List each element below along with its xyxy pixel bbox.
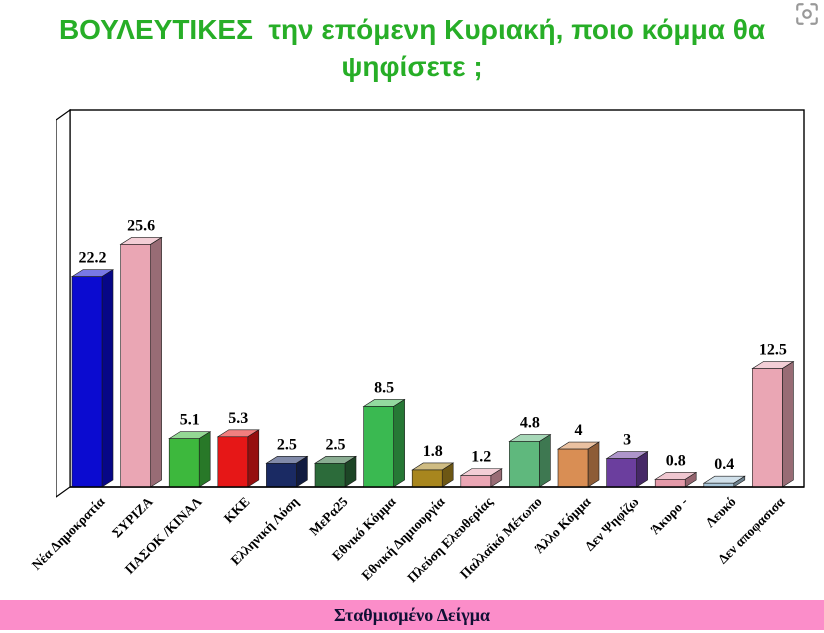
category-label-7: Εθνική Δημιουργία <box>358 494 448 584</box>
bar-front-face <box>120 244 151 488</box>
category-label-4: Ελληνική Λύση <box>227 494 302 568</box>
category-label-3: ΚΚΕ <box>221 494 253 526</box>
bar-front-face <box>217 436 249 488</box>
bar-value-label: 22.2 <box>79 250 107 267</box>
bar-side-face <box>782 361 794 488</box>
category-label-1: ΣΥΡΙΖΑ <box>109 494 156 541</box>
bar-group-8: 1.2 <box>459 449 503 488</box>
bar-front-face <box>509 441 540 488</box>
bar-side-face <box>587 441 600 488</box>
bar-front-face <box>71 276 103 488</box>
bar-value-label: 5.1 <box>180 412 200 429</box>
bar-value-label: 1.8 <box>423 443 443 460</box>
plot-left-wall <box>56 108 71 498</box>
bar-side-face <box>539 433 551 488</box>
bar-group-9: 4.8 <box>508 415 552 488</box>
bar-group-11: 3 <box>605 432 649 488</box>
bar-value-label: 4.8 <box>520 415 540 432</box>
bar-side-face <box>198 431 211 488</box>
chart-canvas: 22.2 25.6 5.1 5.3 2.5 2.5 8.5 1.8 1.2 4.8 4 3 0.8 0.4… <box>56 108 805 498</box>
category-label-0: Νέα Δημοκρατία <box>28 494 108 573</box>
page-title-line-1: ΒΟΥΛΕΥΤΙΚΕΣ την επόμενη Κυριακή, ποιο κό… <box>58 14 766 45</box>
footer-label: Σταθμισμένο Δείγμα <box>334 604 490 625</box>
bar-value-label: 1.2 <box>471 449 491 466</box>
bar-front-face <box>266 463 297 488</box>
bar-group-4: 2.5 <box>265 436 309 488</box>
bar-group-2: 5.1 <box>168 412 212 488</box>
bar-front-face <box>557 448 589 488</box>
bar-front-face <box>654 479 686 488</box>
bar-value-label: 0.8 <box>666 452 686 469</box>
footer-banner: Σταθμισμένο Δείγμα <box>0 600 824 630</box>
bar-group-13: 0.4 <box>702 456 746 488</box>
bar-value-label: 2.5 <box>326 436 346 453</box>
category-label-2: ΠΑΣΟΚ /ΚΙΝΑΛ <box>121 494 205 577</box>
bar-group-5: 2.5 <box>313 436 358 488</box>
category-label-13: Λευκό <box>702 494 739 531</box>
bar-front-face <box>752 368 783 488</box>
page-title: ΒΟΥΛΕΥΤΙΚΕΣ την επόμενη Κυριακή, ποιο κό… <box>0 12 824 86</box>
bar-value-label: 0.4 <box>714 456 734 473</box>
bar-value-label: 4 <box>575 422 583 439</box>
bar-value-label: 2.5 <box>277 436 297 453</box>
bar-side-face <box>101 269 114 488</box>
category-label-8: Πλεύση Ελευθερίας <box>404 494 496 586</box>
bar-group-6: 8.5 <box>362 379 406 488</box>
bar-side-face <box>393 398 405 488</box>
category-label-9: Παλλαϊκό Μέτωπο <box>456 494 545 582</box>
category-label-14: Δεν αποφασισα <box>714 494 788 567</box>
bar-front-face <box>606 458 637 488</box>
chart-area: 22.2 25.6 5.1 5.3 2.5 2.5 8.5 1.8 1.2 4.8 4 3 0.8 0.4… <box>56 108 808 500</box>
bar-value-label: 3 <box>623 432 631 449</box>
bar-front-face <box>363 406 394 488</box>
category-label-6: Εθνικό Κόμμα <box>329 494 399 564</box>
plot-frame <box>69 109 805 488</box>
bar-front-face <box>168 438 200 488</box>
bar-group-1: 25.6 <box>119 217 163 488</box>
bar-group-10: 4 <box>556 422 601 488</box>
category-label-11: Δεν Ψηφίζω <box>581 494 642 554</box>
bar-value-label: 25.6 <box>127 217 155 234</box>
bar-group-0: 22.2 <box>70 250 115 488</box>
category-labels: Νέα Δημοκρατία ΣΥΡΙΖΑ ΠΑΣΟΚ /ΚΙΝΑΛ ΚΚΕ Ελλην… <box>28 490 808 602</box>
bar-side-face <box>150 236 162 488</box>
screen-capture-icon[interactable] <box>794 1 820 27</box>
category-label-12: Άκυρο - <box>647 494 691 538</box>
page-title-line-2: ψηφίσετε ; <box>341 50 483 82</box>
bar-side-face <box>247 429 260 488</box>
bar-front-face <box>314 463 346 488</box>
bar-value-label: 5.3 <box>228 410 248 427</box>
bar-front-face <box>411 469 443 488</box>
bar-group-7: 1.8 <box>411 443 455 488</box>
bar-value-label: 12.5 <box>759 342 787 359</box>
bar-value-label: 8.5 <box>374 379 394 396</box>
bar-group-12: 0.8 <box>654 452 698 488</box>
category-label-10: Άλλο Κόμμα <box>530 494 594 557</box>
category-label-5: ΜεΡα25 <box>305 494 351 539</box>
bar-group-14: 12.5 <box>751 342 795 488</box>
bar-group-3: 5.3 <box>216 410 260 488</box>
bar-front-face <box>460 475 492 488</box>
